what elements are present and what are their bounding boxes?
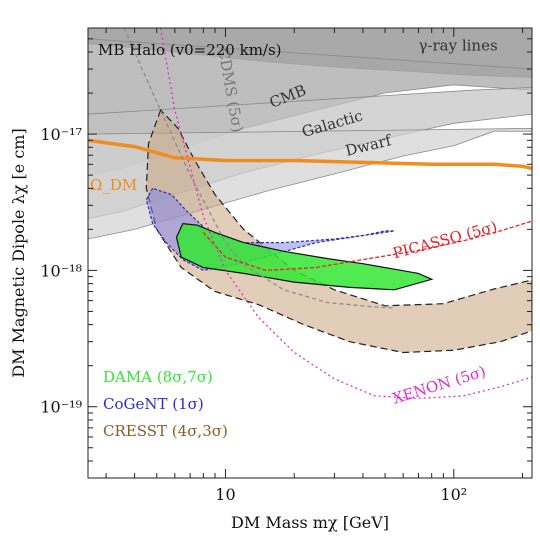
y-tick-label: 10⁻¹⁷ (40, 125, 82, 144)
limit-curve-0 (88, 138, 532, 171)
signal-region-cresst (145, 108, 532, 354)
exclusion-region-3 (88, 127, 532, 240)
region-label-5: Ω_DM (90, 176, 137, 194)
legend-entry-dama: DAMA (8σ,7σ) (103, 368, 213, 386)
x-tick-label: 10² (440, 485, 467, 504)
y-axis-title: DM Magnetic Dipole λχ [e cm] (9, 128, 28, 377)
x-axis-title: DM Mass mχ [GeV] (231, 513, 389, 532)
y-tick-label: 10⁻¹⁸ (40, 261, 82, 280)
legend-entry-cresst: CRESST (4σ,3σ) (103, 422, 228, 440)
halo-annotation: MB Halo (v0=220 km/s) (98, 41, 282, 59)
x-tick-label: 10 (215, 485, 235, 504)
limit-curve-3 (159, 28, 532, 400)
y-tick-label: 10⁻¹⁹ (40, 398, 82, 417)
limit-curve-1 (123, 28, 395, 309)
legend: DAMA (8σ,7σ) CoGeNT (1σ) CRESST (4σ,3σ) (103, 368, 228, 440)
plot-frame (87, 27, 533, 479)
region-label-0: γ-ray lines (418, 37, 497, 55)
legend-entry-cogent: CoGeNT (1σ) (103, 395, 204, 413)
limit-curve-2 (202, 220, 532, 272)
signal-region-dama (175, 223, 434, 291)
